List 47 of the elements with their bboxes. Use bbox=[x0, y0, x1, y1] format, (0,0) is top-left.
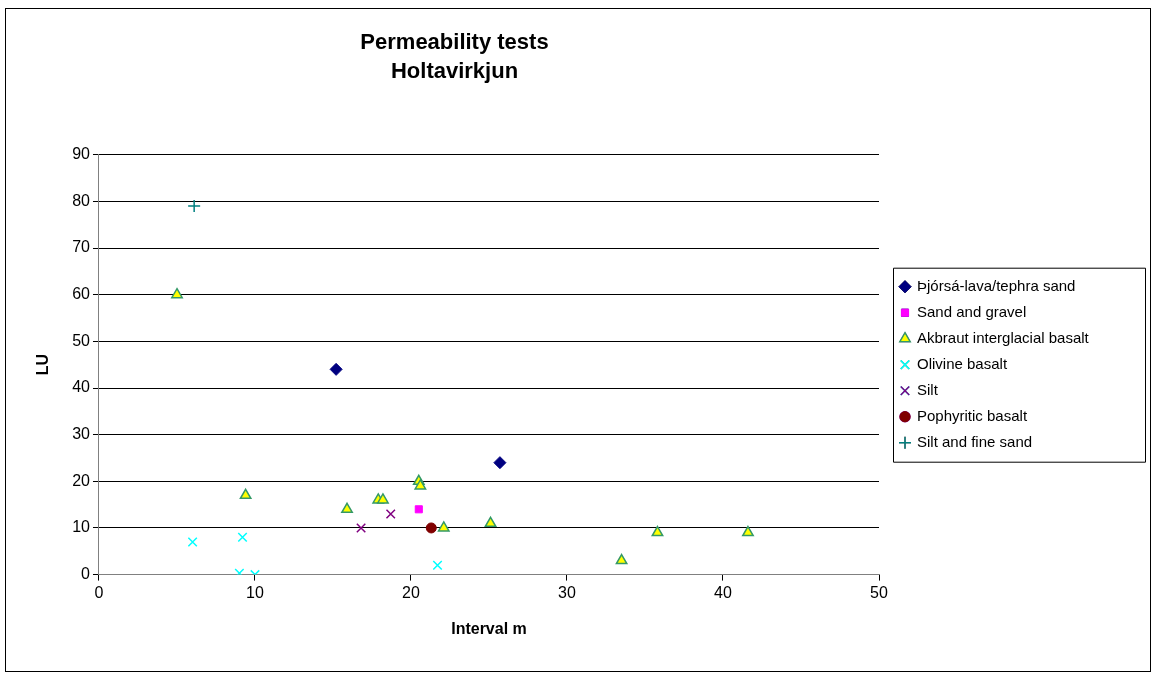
y-tick-label: 90 bbox=[72, 145, 91, 163]
point bbox=[239, 488, 252, 500]
point bbox=[742, 525, 754, 537]
point bbox=[414, 505, 423, 514]
y-axis-title: LU bbox=[34, 354, 52, 376]
y-tick-label: 40 bbox=[72, 378, 91, 396]
point bbox=[425, 522, 437, 534]
point bbox=[437, 521, 450, 532]
x-tick-label: 20 bbox=[402, 583, 420, 601]
point bbox=[187, 536, 198, 547]
point bbox=[187, 199, 201, 213]
point bbox=[237, 532, 248, 543]
point bbox=[171, 287, 183, 299]
chart-title: Permeability tests bbox=[360, 29, 549, 55]
legend-label: Olivine basalt bbox=[917, 354, 1008, 372]
point bbox=[615, 553, 628, 565]
point bbox=[329, 362, 343, 376]
y-tick-label: 30 bbox=[72, 425, 91, 443]
legend-label: Pophyritic basalt bbox=[917, 406, 1028, 424]
point bbox=[414, 479, 427, 490]
legend-label: Silt and fine sand bbox=[917, 432, 1033, 450]
y-tick-label: 70 bbox=[72, 238, 91, 256]
legend-label: Sand and gravel bbox=[917, 302, 1027, 320]
x-tick-label: 10 bbox=[246, 583, 264, 601]
point bbox=[493, 456, 507, 470]
point bbox=[356, 522, 367, 533]
point bbox=[484, 516, 497, 528]
legend-label: Akbraut interglacial basalt bbox=[917, 328, 1090, 346]
y-tick-label: 20 bbox=[72, 471, 91, 489]
x-tick-label: 40 bbox=[714, 583, 732, 601]
point bbox=[376, 493, 389, 504]
chart-subtitle: Holtavirkjun bbox=[390, 57, 519, 83]
legend-label: Silt bbox=[917, 380, 939, 398]
x-axis-title: Interval m bbox=[451, 619, 527, 637]
point bbox=[385, 508, 396, 519]
y-tick-label: 10 bbox=[72, 518, 91, 536]
legend-label: Þjórsá-lava/tephra sand bbox=[917, 276, 1076, 294]
point bbox=[432, 560, 443, 571]
y-tick-label: 0 bbox=[81, 565, 91, 583]
x-tick-label: 0 bbox=[94, 583, 104, 601]
point bbox=[651, 525, 664, 537]
y-tick-label: 80 bbox=[72, 191, 91, 209]
point bbox=[341, 502, 353, 514]
y-tick-label: 50 bbox=[72, 331, 91, 349]
x-tick-label: 30 bbox=[558, 583, 576, 601]
x-tick-label: 50 bbox=[870, 583, 888, 601]
y-tick-label: 60 bbox=[72, 285, 91, 303]
